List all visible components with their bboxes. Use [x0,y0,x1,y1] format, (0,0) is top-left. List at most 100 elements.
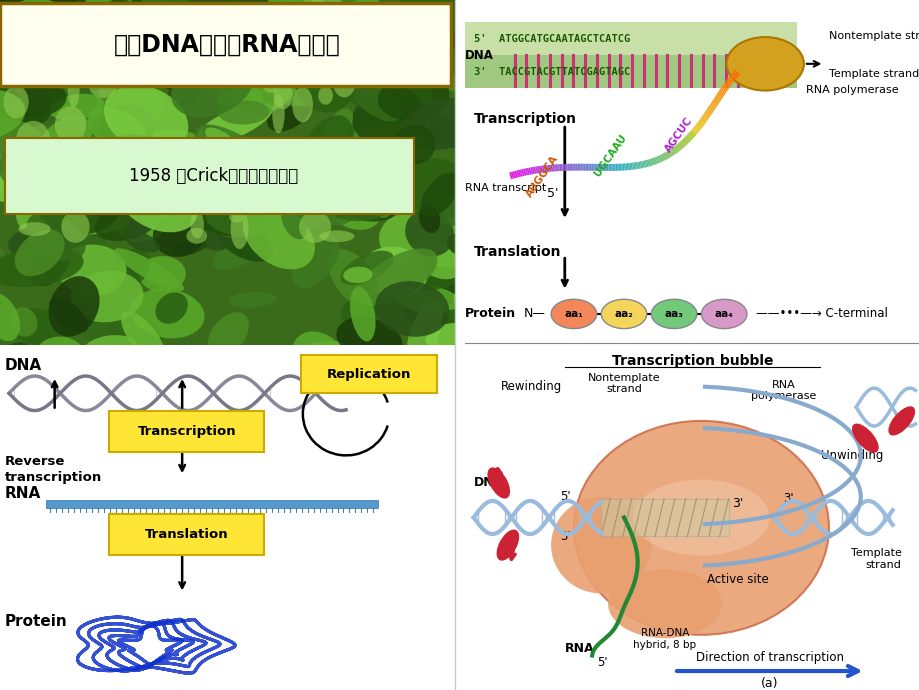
Ellipse shape [0,168,8,198]
Ellipse shape [142,48,187,88]
Ellipse shape [190,211,204,239]
Ellipse shape [130,288,204,338]
Ellipse shape [361,246,427,297]
Ellipse shape [92,318,163,377]
Ellipse shape [607,569,721,638]
Text: ——•••—→ C-terminal: ——•••—→ C-terminal [755,308,887,320]
Ellipse shape [401,255,463,290]
Ellipse shape [287,56,305,78]
Ellipse shape [336,317,403,362]
Ellipse shape [273,80,292,109]
Ellipse shape [0,297,2,315]
Ellipse shape [406,299,442,369]
Ellipse shape [180,0,263,17]
Ellipse shape [26,130,117,183]
Ellipse shape [244,174,327,229]
Ellipse shape [153,137,232,188]
Ellipse shape [414,258,481,304]
Ellipse shape [19,155,46,184]
Text: RNA polymerase: RNA polymerase [805,84,898,95]
Ellipse shape [229,292,276,308]
Ellipse shape [450,313,484,360]
Ellipse shape [347,17,398,55]
Text: Protein: Protein [464,308,516,320]
Text: UGCAAU: UGCAAU [592,132,628,178]
Ellipse shape [436,188,494,226]
Ellipse shape [206,199,276,236]
Ellipse shape [726,37,803,90]
Ellipse shape [149,0,222,20]
Text: RNA: RNA [5,486,40,501]
Ellipse shape [0,293,20,341]
Ellipse shape [0,342,29,381]
Ellipse shape [50,37,60,52]
Ellipse shape [0,159,25,203]
Ellipse shape [203,156,259,178]
Ellipse shape [0,0,33,14]
Ellipse shape [159,186,231,211]
Ellipse shape [38,155,109,199]
Ellipse shape [276,0,347,17]
Text: Template
strand: Template strand [850,548,901,570]
Ellipse shape [238,0,335,34]
Ellipse shape [68,208,135,235]
Ellipse shape [26,213,65,250]
Ellipse shape [453,284,493,313]
Ellipse shape [112,184,174,242]
Ellipse shape [401,284,464,339]
Ellipse shape [550,497,651,593]
Ellipse shape [89,33,104,50]
Ellipse shape [303,8,381,45]
Ellipse shape [114,248,184,291]
Text: AUGGCA: AUGGCA [524,153,560,199]
Ellipse shape [243,204,314,269]
Ellipse shape [330,0,403,54]
Ellipse shape [0,48,55,84]
FancyBboxPatch shape [301,355,437,393]
Ellipse shape [310,0,344,19]
FancyBboxPatch shape [109,514,264,555]
Ellipse shape [263,16,319,58]
Ellipse shape [322,177,381,230]
Ellipse shape [107,46,130,83]
Ellipse shape [122,0,170,40]
Ellipse shape [380,152,414,168]
Ellipse shape [320,108,353,155]
Ellipse shape [231,208,248,249]
Ellipse shape [276,59,365,106]
Ellipse shape [601,299,646,328]
Ellipse shape [221,0,299,10]
Ellipse shape [550,299,596,328]
Ellipse shape [298,0,329,34]
Ellipse shape [42,228,116,275]
Text: Nontemplate
strand: Nontemplate strand [587,373,660,394]
Ellipse shape [40,164,112,226]
Ellipse shape [217,83,263,112]
Ellipse shape [201,167,238,186]
Ellipse shape [342,123,425,161]
Ellipse shape [9,307,38,337]
Bar [464,23,796,55]
Ellipse shape [401,97,490,150]
Text: Direction of transcription: Direction of transcription [695,651,843,664]
Ellipse shape [0,43,15,55]
Ellipse shape [180,3,223,72]
Ellipse shape [205,128,237,152]
Ellipse shape [424,37,435,50]
Ellipse shape [281,204,307,239]
Ellipse shape [185,63,216,83]
Ellipse shape [153,213,205,257]
Ellipse shape [229,211,244,223]
Ellipse shape [496,529,518,561]
Ellipse shape [49,94,104,120]
Ellipse shape [33,161,83,202]
Ellipse shape [64,215,105,264]
Text: Rewinding: Rewinding [501,380,562,393]
Ellipse shape [308,35,374,84]
Ellipse shape [700,299,746,328]
Text: Transcription bubble: Transcription bubble [611,353,772,368]
Text: RNA
polymerase: RNA polymerase [750,380,815,401]
Ellipse shape [217,222,273,262]
Text: RNA: RNA [564,642,594,655]
FancyBboxPatch shape [109,411,264,452]
